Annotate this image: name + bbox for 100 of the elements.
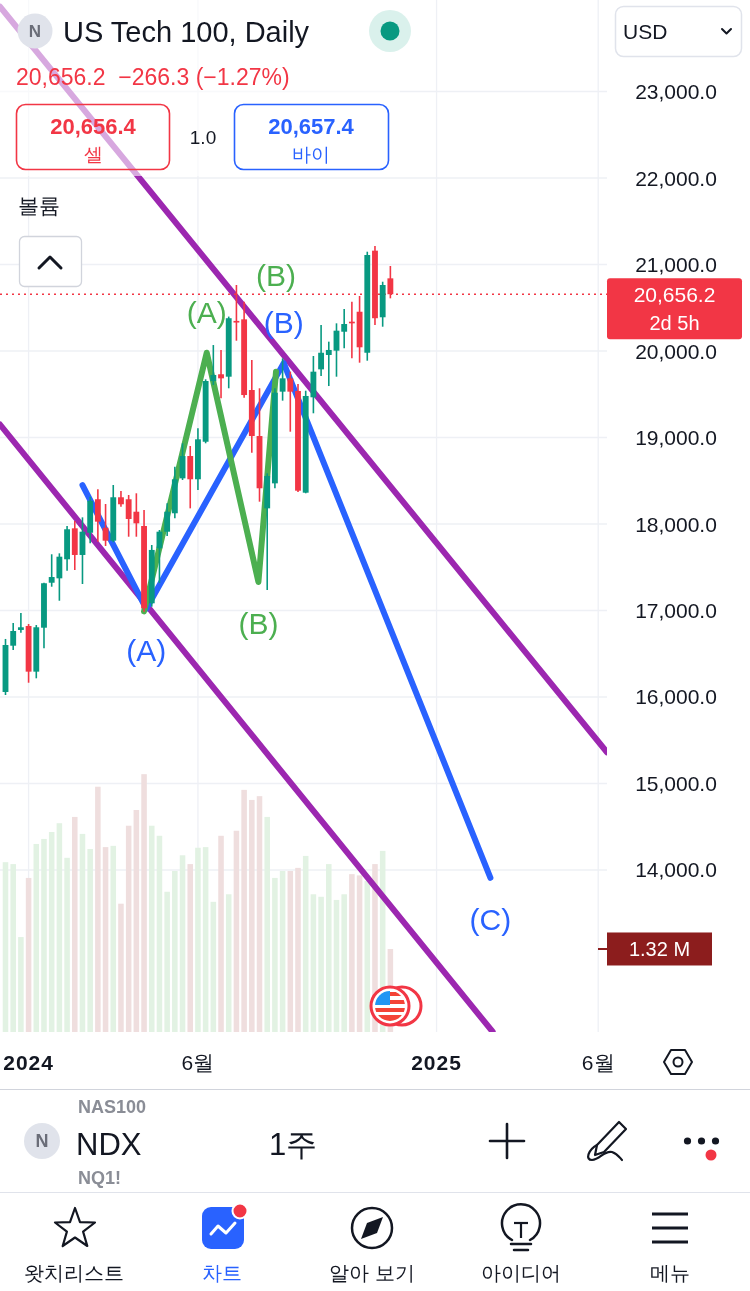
bar: [249, 799, 255, 1032]
text: US Tech 100, Daily: [63, 16, 310, 48]
bar: [326, 864, 332, 1032]
text: NQ1!: [78, 1168, 122, 1188]
bar: [333, 899, 340, 1032]
y-tick-label: 20,000.0: [635, 339, 717, 363]
annotation: 1.0: [189, 127, 217, 148]
bar: [125, 825, 132, 1032]
text: 20,656.2 −266.3 (−1.27%): [16, 64, 290, 90]
annotation: 20,657.4: [268, 114, 355, 139]
bar: [349, 874, 355, 1032]
bar: [118, 903, 124, 1032]
y-tick-label: 19,000.0: [635, 426, 717, 449]
annotation: 바이: [292, 144, 330, 165]
bar: [133, 810, 140, 1032]
data-label: (A): [186, 295, 227, 329]
candlestick: [325, 340, 332, 387]
data-label: (A): [126, 633, 167, 667]
y-tick-label: 16,000.0: [635, 685, 717, 709]
data-label: (C): [469, 902, 512, 936]
x-tick-label: 6월: [581, 1051, 615, 1074]
annotation: 20,656.4: [50, 114, 137, 139]
bar: [287, 871, 294, 1032]
bar: [218, 835, 224, 1032]
bar: [356, 875, 363, 1032]
bar: [295, 867, 301, 1032]
bar: [241, 789, 247, 1032]
data-label: (B): [256, 259, 297, 293]
bar: [318, 896, 324, 1032]
text: 2d 5h: [649, 312, 700, 335]
bar: [79, 833, 86, 1032]
candlestick: [218, 349, 224, 400]
y-tick-label: 21,000.0: [635, 253, 717, 277]
bar: [341, 894, 347, 1032]
bar: [148, 825, 155, 1032]
bar: [302, 855, 309, 1032]
text: N: [35, 1131, 49, 1151]
bar: [164, 891, 170, 1032]
y-tick-label: 17,000.0: [635, 599, 717, 622]
bar: [41, 838, 47, 1032]
bar: [172, 871, 178, 1032]
bar: [233, 830, 240, 1032]
bar: [33, 843, 40, 1032]
bar: [156, 835, 163, 1032]
y-tick-label: 22,000.0: [635, 166, 717, 190]
candlestick: [164, 502, 171, 537]
bar: [72, 816, 78, 1032]
bar: [102, 847, 109, 1032]
text: 메뉴: [650, 1262, 690, 1284]
bar: [95, 786, 101, 1032]
data-label: (B): [238, 606, 279, 640]
text: NAS100: [78, 1097, 147, 1117]
bar: [202, 847, 209, 1032]
annotation: 셀: [83, 144, 103, 165]
bar: [10, 864, 16, 1032]
bar: [25, 877, 32, 1032]
candlestick: [318, 324, 325, 377]
candlestick: [341, 308, 348, 350]
candlestick: [94, 488, 101, 543]
candlestick: [287, 370, 294, 433]
text: 1주: [268, 1127, 318, 1162]
bar: [272, 877, 278, 1032]
candlestick: [17, 612, 24, 634]
bar: [310, 894, 317, 1032]
data-label: (B): [263, 306, 304, 340]
bar: [64, 857, 70, 1032]
bar: [256, 796, 263, 1032]
bar: [2, 862, 9, 1032]
annotation: N: [28, 22, 42, 41]
annotation: 볼륨: [18, 194, 60, 217]
bar: [225, 894, 232, 1032]
text: USD: [623, 20, 668, 43]
text: NDX: [76, 1127, 142, 1162]
bar: [195, 847, 201, 1032]
bar: [48, 832, 55, 1032]
bar: [210, 901, 217, 1032]
y-tick-label: 15,000.0: [635, 771, 717, 795]
y-tick-label: 18,000.0: [635, 512, 717, 536]
x-tick-label: 2025: [411, 1051, 462, 1074]
x-tick-label: 6월: [181, 1051, 215, 1074]
bar: [141, 774, 147, 1032]
bar: [87, 849, 93, 1032]
bar: [279, 871, 286, 1032]
bar: [18, 937, 24, 1032]
y-tick-label: 23,000.0: [635, 80, 717, 104]
text: 왓치리스트: [24, 1262, 124, 1284]
y2-tick-label: 1.32 M: [628, 937, 691, 960]
x-tick-label: 2024: [3, 1051, 54, 1074]
bar: [264, 816, 270, 1032]
text: 알아 보기: [329, 1262, 415, 1284]
bar: [179, 855, 186, 1032]
text: 아이디어: [481, 1262, 561, 1284]
candlestick: [279, 357, 286, 402]
candlestick: [187, 445, 194, 510]
bar: [56, 823, 63, 1032]
text: 차트: [202, 1262, 242, 1284]
bar: [110, 845, 117, 1032]
bar: [187, 864, 194, 1032]
candlestick: [10, 622, 17, 651]
candlestick: [210, 344, 217, 386]
